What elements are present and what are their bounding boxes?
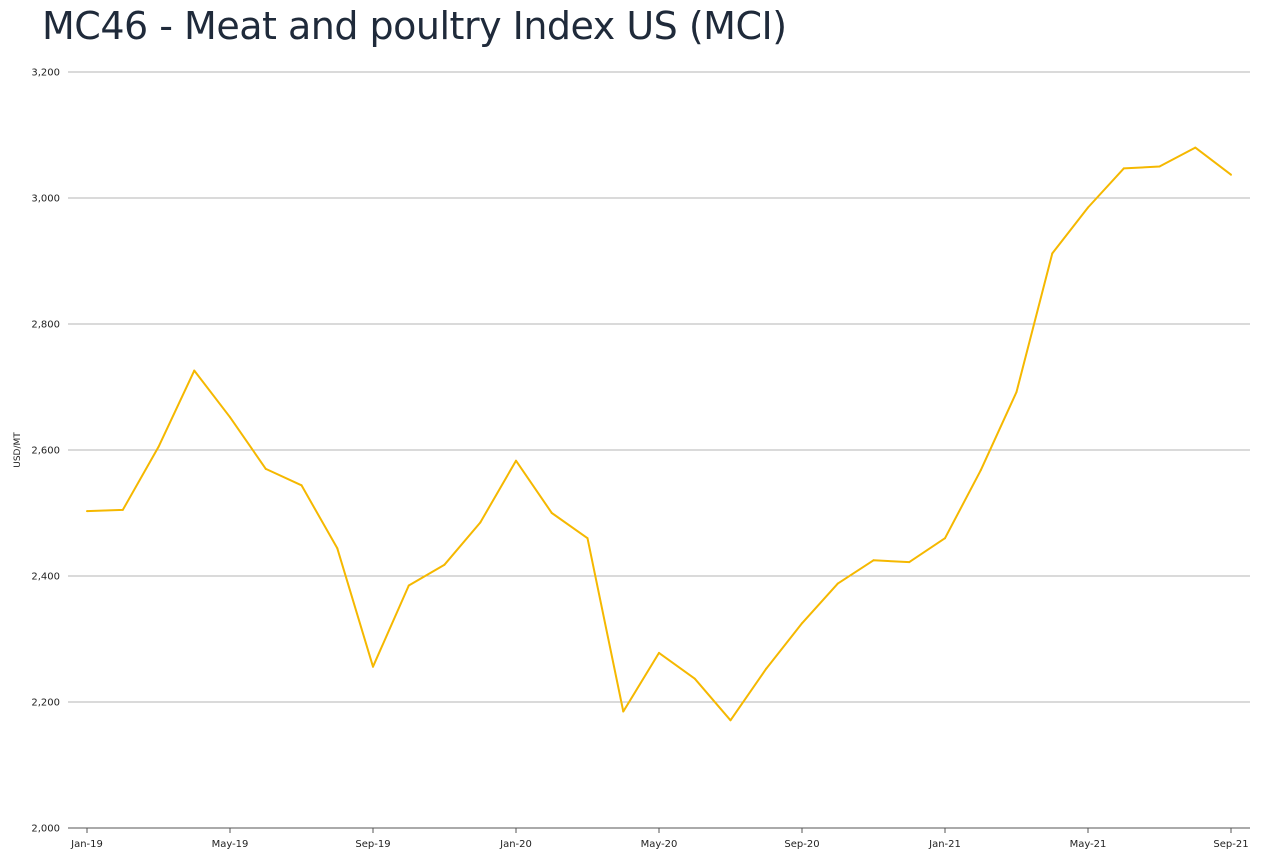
data-point (622, 710, 625, 713)
y-tick-label: 2,600 (31, 446, 60, 457)
x-tick-label: Sep-19 (355, 839, 390, 850)
data-point (264, 467, 267, 470)
data-point (372, 665, 374, 668)
data-point (193, 369, 196, 372)
y-tick-label: 2,200 (31, 698, 60, 709)
data-point (801, 622, 803, 625)
data-point (1087, 206, 1089, 209)
y-axis-ticks: 2,000 2,200 2,400 2,600 2,800 3,000 3,200 (31, 68, 60, 835)
y-tick-label: 2,000 (31, 824, 60, 835)
data-point (1158, 165, 1161, 168)
data-point (1015, 391, 1018, 394)
data-point (836, 582, 839, 585)
x-tick-label: Sep-21 (1213, 839, 1248, 850)
x-tick-label: Sep-20 (784, 839, 819, 850)
data-point (479, 521, 482, 524)
data-point (407, 584, 410, 587)
x-tick-label: May-19 (212, 839, 249, 850)
data-point (443, 563, 446, 566)
series-line (86, 146, 1232, 722)
data-point (336, 547, 339, 550)
x-axis-ticks: Jan-19 May-19 Sep-19 Jan-20 May-20 Sep-20 Jan-… (70, 828, 1249, 850)
y-tick-label: 2,400 (31, 572, 60, 583)
y-tick-label: 3,200 (31, 68, 60, 79)
data-point (908, 561, 911, 564)
series-group (86, 146, 1232, 722)
data-point (765, 667, 768, 670)
data-point (729, 719, 732, 722)
x-tick-label: Jan-19 (70, 839, 103, 850)
data-point (300, 484, 303, 487)
data-point (515, 459, 517, 462)
y-tick-label: 3,000 (31, 194, 60, 205)
y-tick-label: 2,800 (31, 320, 60, 331)
data-point (1051, 252, 1054, 255)
data-point (693, 677, 696, 680)
data-point (1122, 167, 1125, 170)
data-point (586, 537, 589, 540)
data-point (658, 651, 660, 654)
x-tick-label: May-21 (1070, 839, 1107, 850)
x-tick-label: May-20 (641, 839, 678, 850)
chart-title: MC46 - Meat and poultry Index US (MCI) (42, 4, 787, 48)
y-axis-label: USD/MT (13, 432, 23, 468)
data-point (86, 510, 88, 513)
gridlines (68, 71, 1250, 829)
data-point (121, 508, 124, 511)
data-point (550, 512, 553, 514)
x-tick-label: Jan-21 (928, 839, 961, 850)
data-point (1194, 146, 1197, 149)
data-point (944, 537, 946, 540)
data-point (872, 559, 875, 562)
data-point (157, 445, 160, 448)
data-point (229, 416, 231, 419)
data-point (979, 469, 982, 472)
data-point (1230, 173, 1232, 176)
x-tick-label: Jan-20 (499, 839, 532, 850)
